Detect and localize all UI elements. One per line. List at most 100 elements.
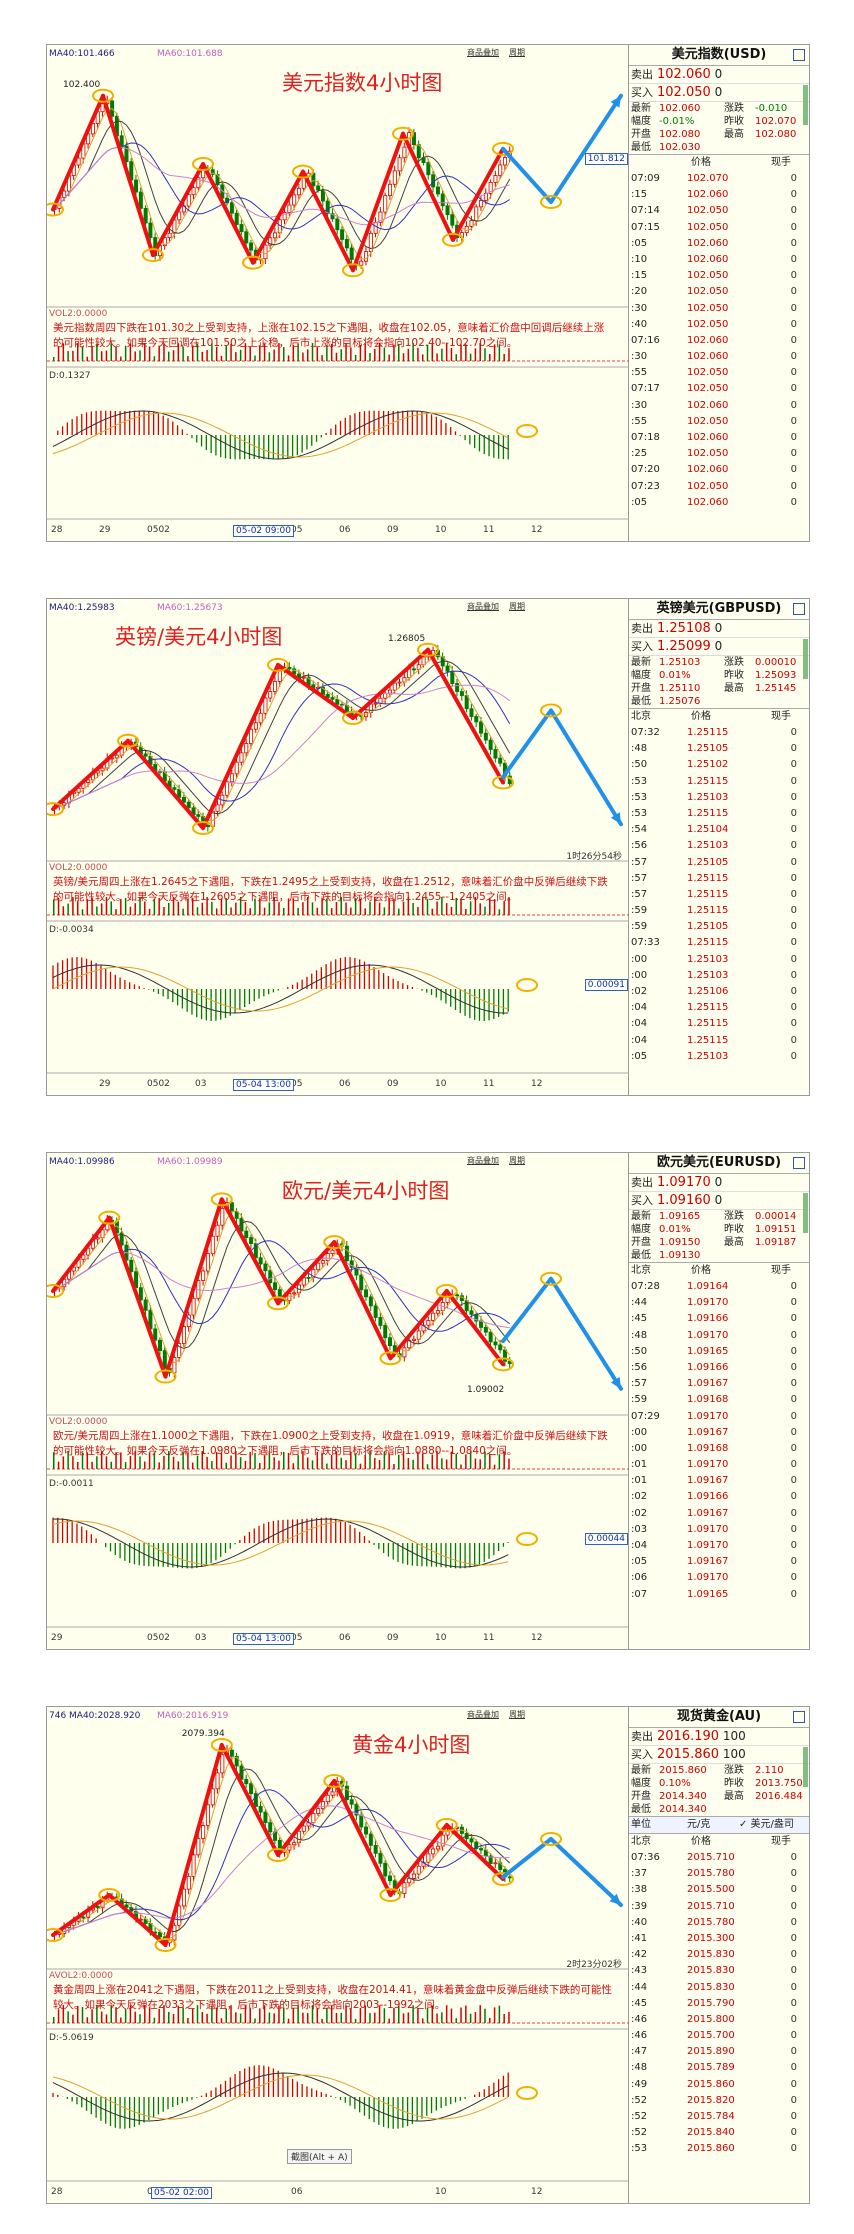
candle-body — [138, 1287, 143, 1301]
volume-bar — [283, 1451, 285, 1469]
volume-bar — [402, 1451, 405, 1469]
tick-time: :54 — [631, 824, 648, 836]
window-toggle-icon[interactable] — [793, 49, 805, 61]
toolbar-link[interactable]: 周期 — [509, 1156, 525, 1165]
volume-bar — [441, 897, 443, 915]
candle-body — [349, 247, 354, 260]
candlestick-chart-area[interactable]: 2905020304050609101112MA40:1.25983MA60:1… — [47, 599, 629, 1095]
window-toggle-icon[interactable] — [793, 603, 805, 615]
volume-bar — [364, 2005, 366, 2023]
volume-bar — [489, 1453, 491, 1469]
volume-bar — [474, 348, 477, 361]
tick-list-scrollbar[interactable] — [803, 1747, 808, 1787]
volume-bar — [182, 346, 184, 361]
volume-bar — [72, 897, 74, 915]
volume-bar — [445, 2005, 448, 2023]
volume-bar — [235, 2012, 237, 2023]
volume-bar — [206, 2013, 208, 2023]
tick-row: :46 2015.700 0 — [629, 2028, 809, 2044]
tick-header-cell: 价格 — [691, 157, 711, 168]
toolbar-link[interactable]: 商品叠加 — [467, 602, 499, 611]
volume-bar — [144, 343, 146, 361]
toolbar-link[interactable]: 商品叠加 — [467, 1710, 499, 1719]
volume-bar — [191, 2008, 194, 2023]
volume-bar — [445, 343, 448, 361]
window-toggle-icon[interactable] — [793, 1157, 805, 1169]
candlestick-chart-area[interactable]: 28003061012746 MA40:2028.920MA60:2016.91… — [47, 1707, 629, 2203]
unit-option[interactable]: ✓ 美元/盎司 — [739, 1819, 794, 1830]
toolbar-link[interactable]: 周期 — [509, 1710, 525, 1719]
tick-row: :45 2015.790 0 — [629, 1996, 809, 2012]
quote-stat-cell: 102.080 — [755, 129, 797, 140]
tick-volume: 0 — [790, 1884, 797, 1896]
tick-price: 1.25103 — [687, 791, 729, 803]
quote-stat-cell: 2016.484 — [755, 1791, 803, 1802]
candle-body — [201, 1270, 206, 1281]
volume-bar — [330, 1455, 333, 1469]
volume-bar — [211, 1461, 213, 1469]
volume-bar — [354, 2018, 357, 2023]
volume-bar — [196, 343, 199, 361]
forecast-pivot-circle — [540, 194, 562, 209]
candlestick-chart-area[interactable]: 2829050204050609101112MA40:101.466MA60:1… — [47, 45, 629, 541]
toolbar-link[interactable]: 周期 — [509, 48, 525, 57]
tick-price: 102.050 — [687, 270, 729, 282]
candle-body — [488, 739, 493, 750]
cursor-time-label: 05-04 13:00 — [233, 1079, 294, 1091]
tick-list-scrollbar[interactable] — [803, 1193, 808, 1233]
x-axis-tick-label: 12 — [531, 2187, 543, 2197]
toolbar-link[interactable]: 商品叠加 — [467, 48, 499, 57]
tick-row: :59 1.25115 0 — [629, 903, 809, 919]
volume-bar — [503, 1451, 505, 1469]
volume-bar — [297, 1455, 299, 1469]
volume-bar — [105, 897, 108, 915]
candle-body — [287, 666, 292, 670]
tick-volume: 0 — [790, 2111, 797, 2122]
volume-bar — [268, 902, 271, 915]
candlestick-chart-area[interactable]: 2905020304050609101112MA40:1.09986MA60:1… — [47, 1153, 629, 1649]
trend-zigzag-segment — [332, 1779, 393, 1897]
moving-average-line — [54, 670, 511, 810]
volume-bar — [383, 907, 386, 915]
tick-volume: 0 — [790, 1556, 797, 1568]
tick-time: 07:32 — [631, 727, 660, 738]
volume-bar — [148, 2007, 151, 2023]
tick-list-scrollbar[interactable] — [803, 85, 808, 125]
tick-time: :48 — [631, 743, 648, 755]
trend-zigzag-segment — [107, 1893, 168, 1947]
volume-bar — [158, 2008, 160, 2023]
candle-body — [349, 1799, 354, 1805]
volume-bar — [503, 353, 505, 361]
volume-bar — [436, 1451, 438, 1469]
volume-bar — [263, 907, 266, 915]
volume-bar — [196, 1455, 199, 1469]
volume-bar — [139, 2014, 141, 2023]
instrument-name-text: 欧元美元(EURUSD) — [656, 1155, 782, 1170]
volume-bar — [508, 1458, 510, 1469]
volume-bar — [124, 1462, 127, 1469]
candle-body — [383, 1325, 388, 1339]
tick-list-scrollbar[interactable] — [803, 639, 808, 679]
candle-body — [450, 670, 455, 684]
macd-dif-line — [52, 410, 509, 460]
tick-row: :53 1.25115 0 — [629, 806, 809, 822]
macd-circle — [516, 424, 538, 438]
unit-row[interactable]: 单位 元/克 ✓ 美元/盎司 — [629, 1816, 809, 1833]
toolbar-link[interactable]: 商品叠加 — [467, 1156, 499, 1165]
instrument-name: 欧元美元(EURUSD) — [629, 1153, 809, 1174]
candle-body — [191, 187, 196, 196]
window-toggle-icon[interactable] — [793, 1711, 805, 1723]
volume-bar — [364, 908, 366, 915]
unit-option[interactable]: 元/克 — [687, 1819, 711, 1830]
tick-row: :57 1.25105 0 — [629, 855, 809, 871]
toolbar-link[interactable]: 周期 — [509, 602, 525, 611]
candle-body — [186, 1876, 191, 1890]
volume-bar — [182, 908, 184, 915]
volume-bar — [412, 2005, 414, 2023]
tick-time: :47 — [631, 2046, 648, 2058]
candle-body — [359, 260, 364, 266]
trend-zigzag-segment — [401, 131, 455, 242]
unit-option[interactable]: 单位 — [631, 1819, 651, 1830]
volume-bar — [191, 345, 194, 361]
volume-bar — [378, 2005, 381, 2023]
